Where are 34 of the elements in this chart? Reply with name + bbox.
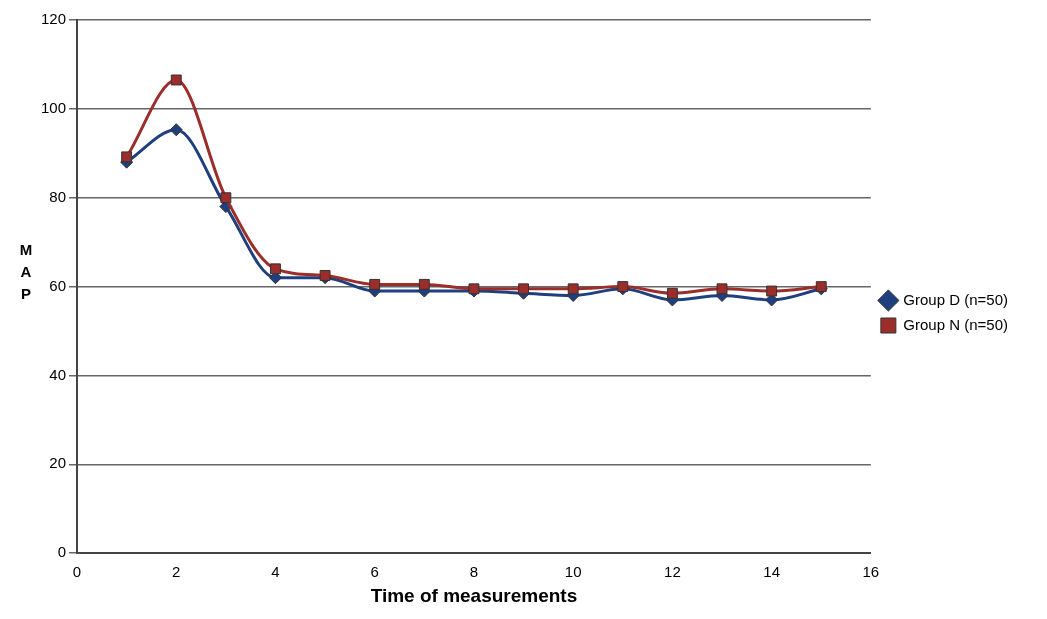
- point: [369, 278, 381, 290]
- x-tick-label: 4: [271, 563, 280, 581]
- point: [268, 271, 282, 285]
- point: [121, 151, 133, 163]
- legend-label: Group D (n=50): [903, 290, 1009, 308]
- y-tick-label: 120: [41, 10, 67, 28]
- y-tick-label: 40: [49, 365, 67, 383]
- y-tick-label: 20: [49, 454, 67, 472]
- point: [518, 283, 530, 295]
- point: [567, 283, 579, 295]
- x-tick-label: 14: [763, 563, 780, 581]
- x-tick-label: 2: [172, 563, 181, 581]
- x-tick-label: 0: [72, 563, 82, 581]
- point: [716, 283, 728, 295]
- legend-label: Group N (n=50): [903, 315, 1009, 333]
- point: [766, 285, 778, 297]
- x-tick-label: 10: [564, 563, 582, 581]
- x-tick-label: 12: [664, 563, 681, 581]
- point: [169, 123, 183, 137]
- x-tick-label: 16: [862, 563, 880, 581]
- point: [270, 263, 281, 275]
- y-tick-label: 60: [49, 276, 67, 294]
- y-tick-label: 0: [57, 543, 67, 561]
- x-tick-label: 8: [469, 563, 479, 581]
- y-tick-label: 80: [49, 187, 67, 205]
- point: [666, 287, 678, 299]
- point: [170, 74, 182, 86]
- point: [319, 270, 331, 281]
- point: [220, 192, 232, 204]
- y-axis-title: MAP: [19, 240, 33, 302]
- x-tick-label: 6: [370, 563, 379, 581]
- x-axis-title: Time of measurements: [370, 584, 578, 606]
- point: [418, 278, 430, 290]
- y-tick-label: 100: [41, 99, 67, 117]
